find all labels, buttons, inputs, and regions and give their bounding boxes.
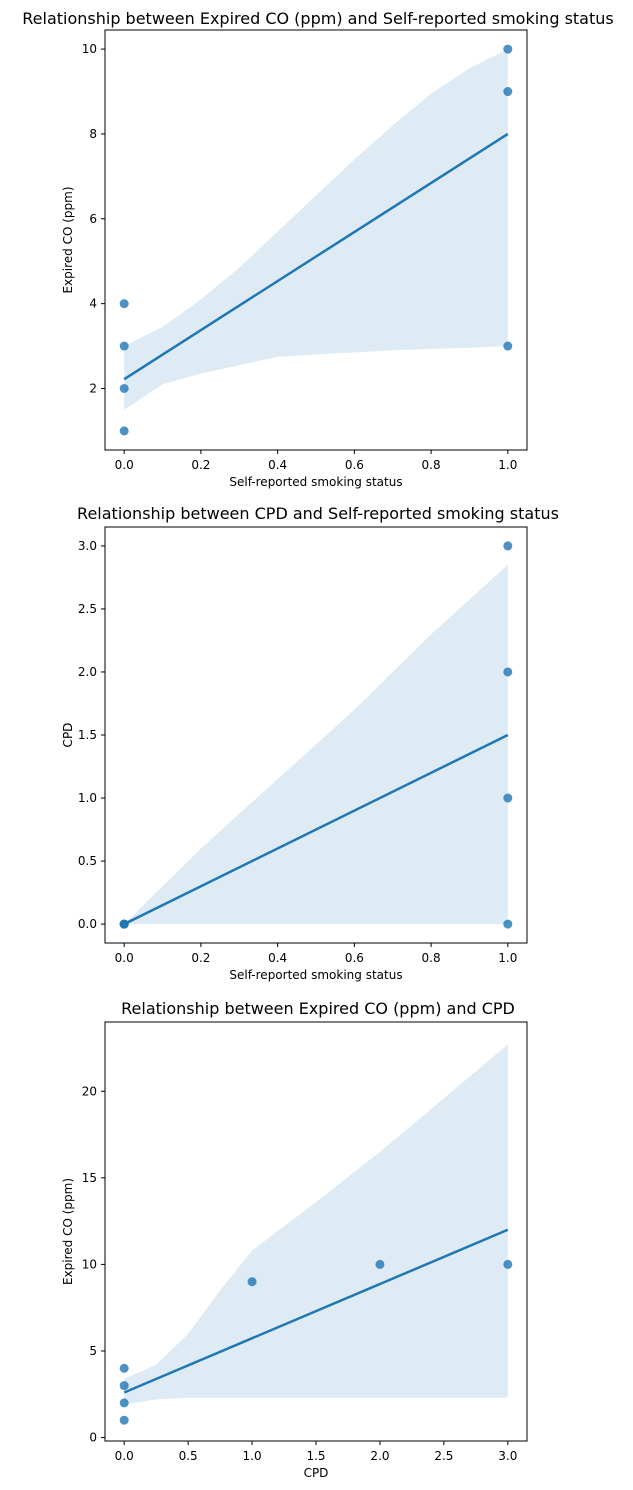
data-point [119, 383, 129, 393]
data-point [119, 919, 129, 929]
data-point [503, 793, 513, 803]
y-tick-label: 6 [89, 212, 97, 226]
x-tick-label: 0.2 [191, 951, 210, 965]
y-tick-label: 0.5 [78, 854, 97, 868]
chart-panel-3: 0.0 0.5 1.0 1.5 2.0 2.5 3.0 0 5 10 15 20 Relationshi… [61, 999, 528, 1480]
y-tick-label: 3.0 [78, 539, 97, 553]
data-point [503, 341, 513, 351]
confidence-band [124, 1044, 508, 1405]
data-point [375, 1259, 385, 1269]
data-point [247, 1277, 257, 1287]
chart-panel-1: 0.0 0.2 0.4 0.6 0.8 1.0 2 4 6 8 10 Relationship bet… [22, 9, 613, 489]
data-point [119, 1398, 129, 1408]
y-tick-label: 0 [89, 1431, 97, 1445]
x-tick-label: 2.0 [370, 1449, 389, 1463]
x-tick-label: 0.0 [115, 458, 134, 472]
y-tick-label: 15 [82, 1171, 97, 1185]
x-tick-label: 0.0 [115, 951, 134, 965]
data-point [119, 426, 129, 436]
regression-line [123, 132, 509, 381]
x-axis-label: Self-reported smoking status [229, 475, 402, 489]
x-axis-label: CPD [304, 1466, 329, 1480]
x-tick-label: 0.2 [191, 458, 210, 472]
y-tick-label: 1.0 [78, 791, 97, 805]
x-tick-label: 3.0 [498, 1449, 517, 1463]
data-point [119, 1415, 129, 1425]
y-axis-label: Expired CO (ppm) [61, 186, 75, 293]
y-tick-label: 5 [89, 1344, 97, 1358]
x-tick-label: 0.4 [268, 951, 287, 965]
x-tick-label: 1.0 [243, 1449, 262, 1463]
x-tick-label: 2.5 [434, 1449, 453, 1463]
y-tick-label: 2.5 [78, 602, 97, 616]
x-tick-label: 1.0 [498, 951, 517, 965]
data-point [503, 541, 513, 551]
plot-frame [104, 29, 528, 451]
x-tick-label: 0.6 [345, 458, 364, 472]
data-point [503, 1259, 513, 1269]
data-point [119, 1381, 129, 1391]
x-axis-label: Self-reported smoking status [229, 968, 402, 982]
confidence-band [124, 564, 508, 925]
data-point [119, 299, 129, 309]
x-tick-label: 1.0 [498, 458, 517, 472]
data-point [503, 919, 513, 929]
y-tick-label: 2.0 [78, 665, 97, 679]
y-axis-label: Expired CO (ppm) [61, 1178, 75, 1285]
x-tick-label: 1.5 [306, 1449, 325, 1463]
y-tick-label: 4 [89, 297, 97, 311]
chart-panel-2: 0.0 0.2 0.4 0.6 0.8 1.0 0.0 0.5 1.0 1.5 2.0 2.5 3.0 R… [61, 504, 559, 982]
chart-title: Relationship between Expired CO (ppm) an… [121, 999, 515, 1018]
chart-title: Relationship between CPD and Self-report… [77, 504, 559, 523]
y-tick-label: 20 [82, 1084, 97, 1098]
data-point [503, 44, 513, 54]
y-tick-label: 0.0 [78, 917, 97, 931]
data-point [503, 87, 513, 97]
x-tick-label: 0.0 [115, 1449, 134, 1463]
data-point [119, 1363, 129, 1373]
y-tick-label: 2 [89, 381, 97, 395]
y-tick-label: 8 [89, 127, 97, 141]
chart-title: Relationship between Expired CO (ppm) an… [22, 9, 613, 28]
y-axis-label: CPD [61, 723, 75, 748]
x-tick-label: 0.5 [179, 1449, 198, 1463]
x-tick-label: 0.8 [422, 951, 441, 965]
regression-line [123, 733, 509, 926]
y-tick-label: 10 [82, 1257, 97, 1271]
data-point [503, 667, 513, 677]
x-tick-label: 0.4 [268, 458, 287, 472]
data-point [119, 341, 129, 351]
regression-line [123, 1228, 509, 1394]
x-tick-label: 0.6 [345, 951, 364, 965]
confidence-band [124, 49, 508, 410]
y-tick-label: 1.5 [78, 728, 97, 742]
x-tick-label: 0.8 [422, 458, 441, 472]
y-tick-label: 10 [82, 42, 97, 56]
